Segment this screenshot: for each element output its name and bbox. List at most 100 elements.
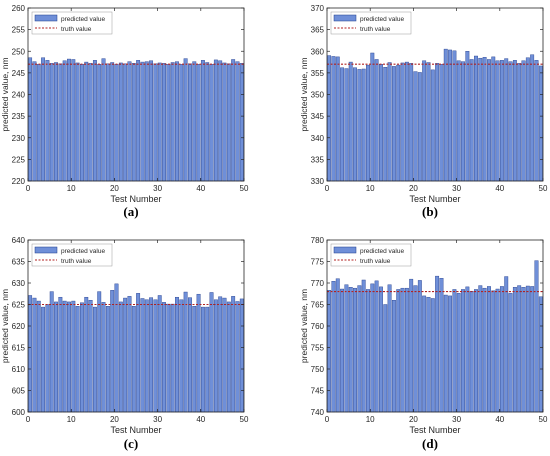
bar-test-15 xyxy=(387,284,392,413)
bar-test-39 xyxy=(192,306,197,413)
bar-test-31 xyxy=(157,62,162,182)
bar-test-33 xyxy=(465,286,470,413)
bar-test-16 xyxy=(92,306,97,413)
bar-test-44 xyxy=(213,299,218,413)
y-tick-label: 235 xyxy=(12,112,26,121)
y-tick-label: 600 xyxy=(12,408,26,417)
bar-test-24 xyxy=(127,61,132,182)
x-tick-label: 30 xyxy=(153,415,162,424)
legend-swatch-predicted xyxy=(34,246,58,254)
bar-test-43 xyxy=(508,293,513,413)
bar-test-5 xyxy=(344,68,349,182)
bar-test-42 xyxy=(205,306,210,413)
bar-test-11 xyxy=(370,283,375,413)
x-tick-label: 40 xyxy=(196,415,205,424)
bar-test-37 xyxy=(183,291,188,413)
bar-test-35 xyxy=(474,289,478,413)
x-tick-label: 0 xyxy=(26,184,31,193)
bar-test-20 xyxy=(110,290,115,413)
legend-entry-truth: truth value xyxy=(360,258,391,265)
bar-test-14 xyxy=(84,296,89,413)
bar-test-3 xyxy=(36,300,41,413)
legend-swatch-predicted xyxy=(333,14,357,22)
x-tick-label: 40 xyxy=(196,184,205,193)
y-tick-label: 615 xyxy=(12,344,26,353)
y-tick-label: 355 xyxy=(311,69,325,78)
bar-test-41 xyxy=(499,60,504,182)
chart-panel-a: 220 225 230 235 240 245 250 255 260 0 10 20 30 40 50 Te… xyxy=(0,4,249,219)
bar-test-20 xyxy=(409,63,414,182)
bar-test-45 xyxy=(218,296,223,413)
bar-test-5 xyxy=(344,284,349,413)
y-tick-label: 245 xyxy=(12,69,26,78)
bar-test-42 xyxy=(504,276,509,413)
bar-test-45 xyxy=(218,60,223,182)
bar-test-29 xyxy=(149,60,154,182)
x-tick-label: 20 xyxy=(409,184,418,193)
x-tick-label: 10 xyxy=(366,184,375,193)
bar-test-5 xyxy=(45,60,50,182)
bar-test-10 xyxy=(366,289,370,413)
bar-test-1 xyxy=(28,57,33,182)
bar-test-22 xyxy=(417,72,422,182)
bar-test-32 xyxy=(461,289,465,413)
bar-test-27 xyxy=(439,64,444,182)
y-tick-label: 365 xyxy=(311,26,325,35)
bar-test-46 xyxy=(521,287,526,413)
bar-test-19 xyxy=(404,287,409,413)
legend: predicted value truth value xyxy=(330,243,412,267)
bar-test-38 xyxy=(487,59,491,182)
bar-test-43 xyxy=(508,61,513,182)
x-tick-label: 10 xyxy=(366,415,375,424)
bar-test-17 xyxy=(97,291,102,413)
bar-test-42 xyxy=(504,58,509,182)
bar-test-6 xyxy=(49,63,54,182)
bar-test-26 xyxy=(435,275,440,413)
bar-test-33 xyxy=(166,303,171,413)
y-tick-label: 220 xyxy=(12,177,26,186)
bar-test-47 xyxy=(525,285,530,413)
x-tick-label: 40 xyxy=(495,184,504,193)
bar-test-40 xyxy=(196,293,201,413)
y-tick-label: 635 xyxy=(12,258,26,267)
bar-test-37 xyxy=(482,57,487,182)
bar-test-43 xyxy=(209,292,214,413)
y-tick-label: 605 xyxy=(12,387,26,396)
x-tick-label: 40 xyxy=(495,415,504,424)
bar-test-36 xyxy=(179,64,184,182)
bar-test-12 xyxy=(374,280,379,413)
bar-test-50 xyxy=(239,63,244,182)
bar-test-24 xyxy=(127,296,132,413)
bar-test-49 xyxy=(235,301,240,413)
bar-test-20 xyxy=(409,278,414,413)
panel-caption: (c) xyxy=(124,436,138,451)
bar-test-42 xyxy=(205,62,210,182)
bar-test-34 xyxy=(170,303,175,413)
x-axis-label: Test Number xyxy=(409,194,460,204)
legend-entry-predicted: predicted value xyxy=(61,16,105,23)
bar-test-17 xyxy=(396,64,401,182)
bar-test-8 xyxy=(58,63,63,182)
bar-test-50 xyxy=(239,298,244,413)
bar-test-46 xyxy=(521,60,526,182)
legend-entry-predicted: predicted value xyxy=(360,248,404,255)
x-tick-label: 0 xyxy=(325,415,330,424)
legend-swatch-predicted xyxy=(34,14,58,22)
bar-test-26 xyxy=(435,63,440,182)
y-tick-label: 745 xyxy=(311,387,325,396)
legend-entry-truth: truth value xyxy=(61,26,92,33)
y-axis-label: predicted value, nm xyxy=(0,289,10,363)
bar-test-14 xyxy=(383,304,388,413)
bar-test-49 xyxy=(534,260,539,413)
bar-test-10 xyxy=(67,301,71,413)
bar-test-4 xyxy=(340,288,345,413)
bar-test-2 xyxy=(32,297,37,413)
bar-test-29 xyxy=(448,49,453,182)
bar-test-9 xyxy=(361,68,366,182)
bar-test-30 xyxy=(452,289,457,413)
bar-test-6 xyxy=(348,287,353,413)
panel-caption: (b) xyxy=(422,204,438,219)
bar-test-11 xyxy=(71,59,76,182)
bar-test-24 xyxy=(426,62,431,182)
bar-test-40 xyxy=(495,288,500,413)
